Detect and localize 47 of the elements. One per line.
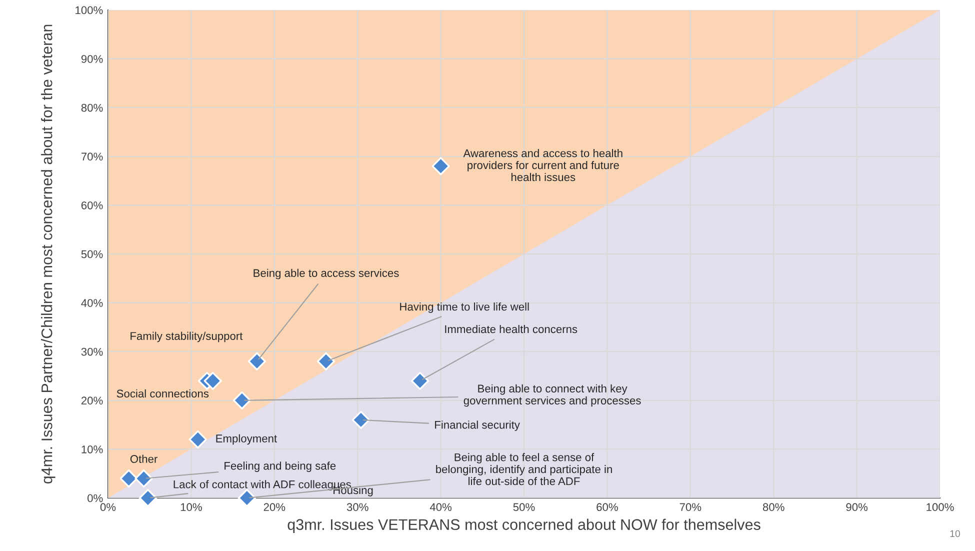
point <box>120 469 138 488</box>
point <box>134 469 153 488</box>
point <box>316 352 336 370</box>
annotation: Other <box>130 454 158 463</box>
x-tick-label: 0% <box>100 503 116 512</box>
x-tick-label: 100% <box>926 503 954 512</box>
x-tick-label: 20% <box>264 503 286 512</box>
y-tick-label: 90% <box>81 55 103 63</box>
y-tick-label: 60% <box>81 201 103 210</box>
y-tick-label: 20% <box>81 396 103 405</box>
point <box>410 372 430 390</box>
x-tick-label: 70% <box>680 503 702 512</box>
annotation: Immediate health concerns <box>445 324 578 334</box>
annotation: Employment <box>216 434 277 445</box>
point <box>204 372 222 390</box>
annotation: Family stability/support <box>130 332 243 342</box>
text: 10 <box>950 530 960 538</box>
point <box>432 157 450 176</box>
y-tick-label: 100% <box>76 6 103 14</box>
x-tick-label: 50% <box>513 503 535 512</box>
x-tick-label: 60% <box>596 503 618 512</box>
point <box>248 352 266 370</box>
x-axis-title: q3mr. Issues VETERANS most concerned about NOW for themselves <box>288 518 760 534</box>
annotation: Being able to feel a sense of belonging, identify and participate in life out-side of the ADF <box>436 453 612 486</box>
y-tick-label: 50% <box>81 250 103 258</box>
annotation: Feeling and being safe <box>224 462 336 472</box>
annotation: Social connections <box>116 389 209 398</box>
point <box>188 430 207 448</box>
y-tick-label: 30% <box>81 348 103 356</box>
annotation: Being able to connect with key government services and processes <box>464 384 641 407</box>
point <box>232 391 252 410</box>
y-tick-label: 70% <box>81 152 103 161</box>
y-tick-label: 40% <box>81 299 103 307</box>
y-tick-label: 10% <box>82 445 103 454</box>
annotation: Being able to access services <box>254 268 399 280</box>
y-axis-title: q4mr. Issues Partner/Children most concerned about for the veteran <box>41 24 56 484</box>
x-tick-label: 80% <box>762 503 784 512</box>
x-tick-label: 90% <box>846 503 868 512</box>
annotation: Having time to live life well <box>400 302 529 313</box>
y-tick-label: 0% <box>88 494 103 502</box>
point <box>352 410 370 429</box>
x-tick-label: 40% <box>430 503 452 512</box>
annotation: Financial security <box>435 420 520 431</box>
x-tick-label: 30% <box>346 503 368 512</box>
x-tick-label: 10% <box>180 503 202 512</box>
y-tick-label: 80% <box>81 104 103 112</box>
annotation: Awareness and access to health providers for current and future health issues <box>463 149 622 182</box>
